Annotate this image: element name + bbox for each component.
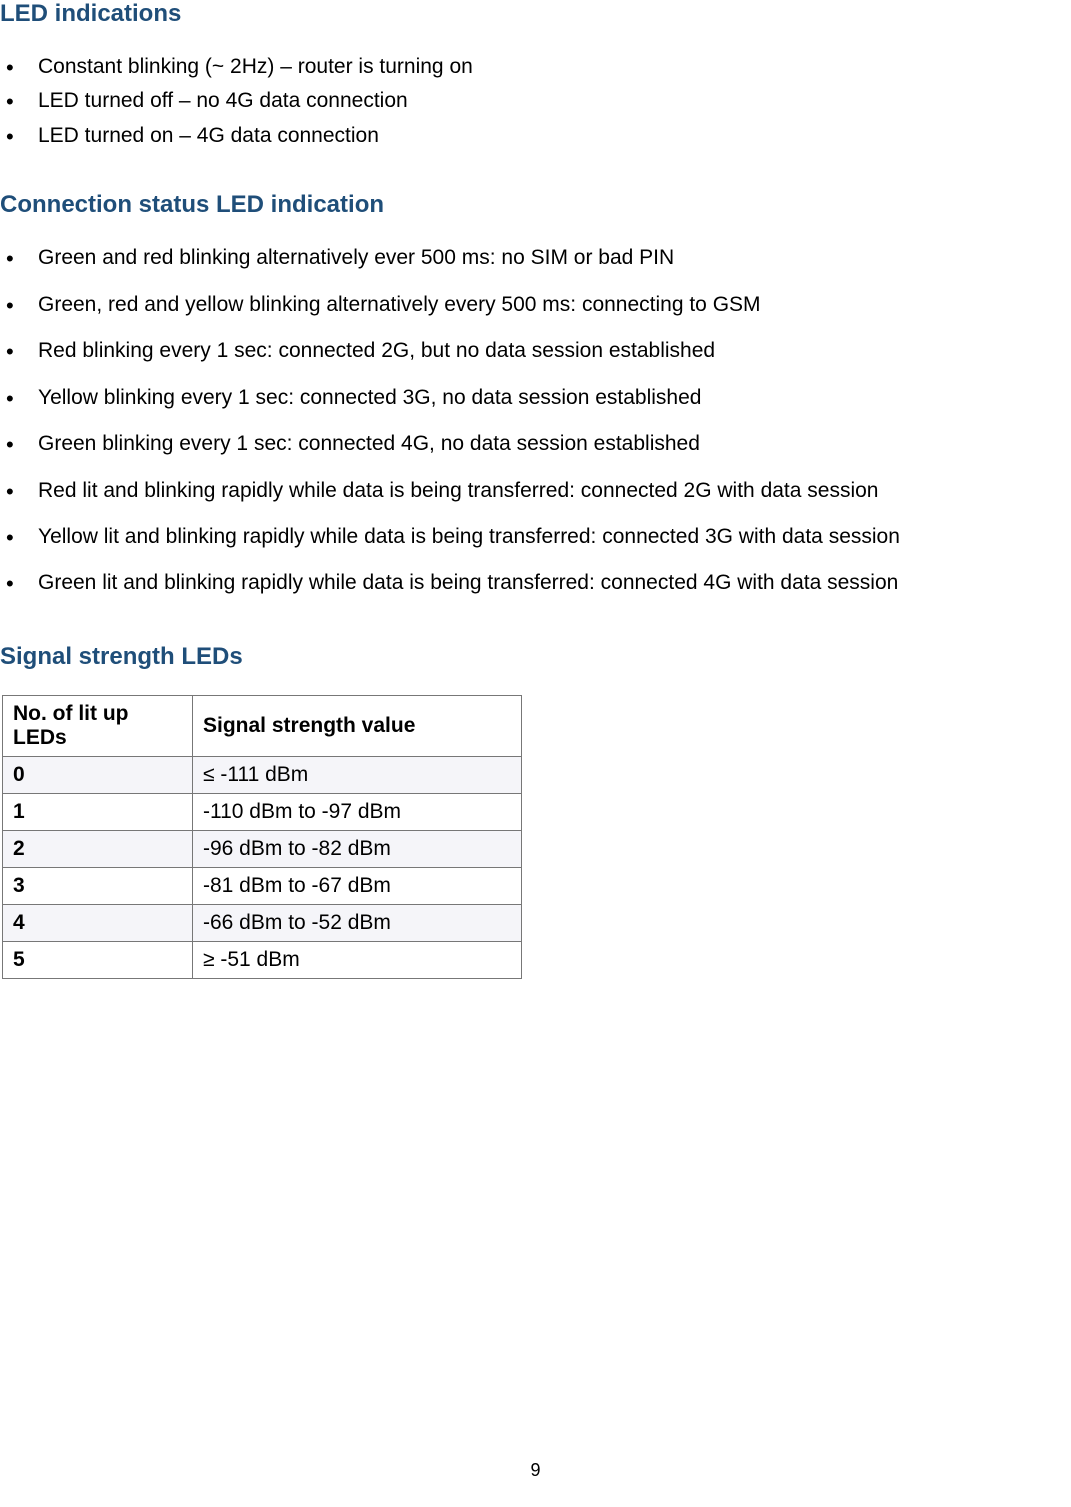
table-cell: ≥ -51 dBm [193, 941, 522, 978]
table-cell: 2 [3, 830, 193, 867]
table-cell: -96 dBm to -82 dBm [193, 830, 522, 867]
list-item: Yellow lit and blinking rapidly while da… [38, 522, 1071, 552]
heading-connection-status: Connection status LED indication [0, 191, 1071, 219]
led-indications-list: Constant blinking (~ 2Hz) – router is tu… [0, 52, 1071, 151]
table-cell: -66 dBm to -52 dBm [193, 904, 522, 941]
list-item: Green blinking every 1 sec: connected 4G… [38, 429, 1071, 459]
table-row: 2 -96 dBm to -82 dBm [3, 830, 522, 867]
table-header-cell: No. of lit up LEDs [3, 695, 193, 756]
list-item: LED turned on – 4G data connection [38, 121, 1071, 151]
list-item: Constant blinking (~ 2Hz) – router is tu… [38, 52, 1071, 82]
table-cell: 5 [3, 941, 193, 978]
page-number: 9 [0, 1460, 1071, 1481]
list-item: Red lit and blinking rapidly while data … [38, 476, 1071, 506]
table-row: 4 -66 dBm to -52 dBm [3, 904, 522, 941]
table-cell: 4 [3, 904, 193, 941]
table-row: 3 -81 dBm to -67 dBm [3, 867, 522, 904]
table-header-row: No. of lit up LEDs Signal strength value [3, 695, 522, 756]
connection-status-list: Green and red blinking alternatively eve… [0, 243, 1071, 599]
list-item: Green, red and yellow blinking alternati… [38, 290, 1071, 320]
table-cell: -110 dBm to -97 dBm [193, 793, 522, 830]
list-item: LED turned off – no 4G data connection [38, 86, 1071, 116]
table-cell: 1 [3, 793, 193, 830]
list-item: Yellow blinking every 1 sec: connected 3… [38, 383, 1071, 413]
list-item: Green and red blinking alternatively eve… [38, 243, 1071, 273]
table-cell: 3 [3, 867, 193, 904]
table-cell: ≤ -111 dBm [193, 756, 522, 793]
document-page: LED indications Constant blinking (~ 2Hz… [0, 0, 1071, 979]
heading-led-indications: LED indications [0, 0, 1071, 28]
signal-strength-table: No. of lit up LEDs Signal strength value… [2, 695, 522, 979]
table-row: 1 -110 dBm to -97 dBm [3, 793, 522, 830]
table-row: 0 ≤ -111 dBm [3, 756, 522, 793]
table-row: 5 ≥ -51 dBm [3, 941, 522, 978]
table-cell: -81 dBm to -67 dBm [193, 867, 522, 904]
list-item: Red blinking every 1 sec: connected 2G, … [38, 336, 1071, 366]
heading-signal-strength: Signal strength LEDs [0, 643, 1071, 671]
table-cell: 0 [3, 756, 193, 793]
table-header-cell: Signal strength value [193, 695, 522, 756]
list-item: Green lit and blinking rapidly while dat… [38, 568, 1071, 598]
